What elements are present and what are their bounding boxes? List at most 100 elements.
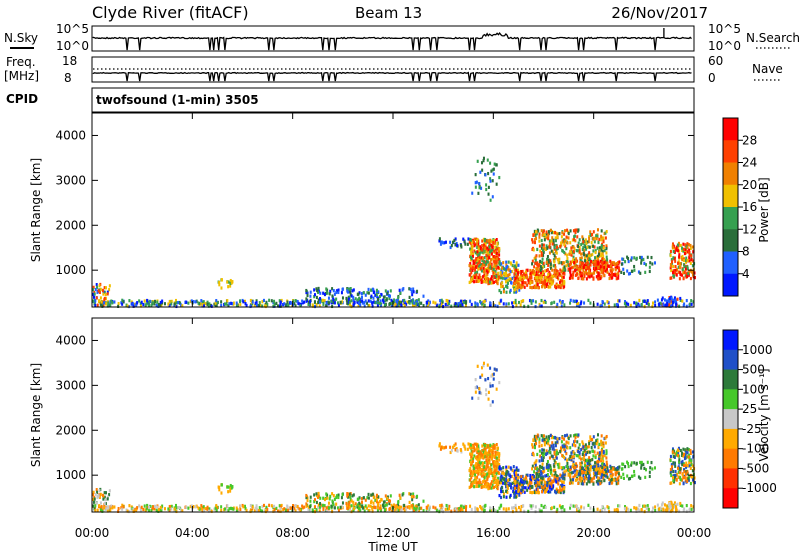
power-cell [538,254,541,258]
power-cell [523,285,526,289]
power-cell [675,245,678,249]
velocity-cell [564,457,567,461]
velocity-cell [548,444,551,448]
velocity-cell [505,495,508,499]
velocity-cell [542,486,545,490]
velocity-cell [305,504,308,508]
velocity-cell [475,484,478,489]
velocity-cell [496,482,499,486]
velocity-cell [261,509,264,513]
power-cell [412,290,415,294]
power-cell [593,260,596,264]
velocity-cell [573,504,576,509]
power-cell [546,246,549,250]
velocity-cell [595,467,598,471]
power-cell [553,268,556,273]
velocity-cell [608,509,611,514]
velocity-cell [309,495,312,499]
velocity-cell [500,467,503,471]
velocity-cell [566,446,569,450]
velocity-cell [282,507,285,512]
velocity-cell [373,505,376,509]
power-cell [549,279,552,283]
velocity-cell [599,464,602,469]
velocity-cell [173,507,176,511]
power-cell [592,249,595,253]
velocity-cell [492,472,495,476]
velocity-cell [218,485,221,490]
velocity-cell [541,490,544,494]
power-cell [648,269,651,274]
velocity-cell [259,508,262,513]
velocity-cell [363,509,366,513]
power-cell [411,301,414,305]
power-cell [550,239,553,243]
velocity-cell [515,483,518,488]
power-cell [533,231,536,236]
velocity-cell [524,475,527,479]
power-cell [579,302,582,306]
velocity-cell [560,509,563,513]
power-cell [517,284,520,288]
velocity-cell [475,462,478,466]
velocity-cell [638,503,641,508]
power-cell [549,228,552,232]
velocity-cell [460,504,463,508]
velocity-cell [323,504,326,508]
power-cell [541,248,544,252]
freq-tick-bottom: 8 [64,71,72,85]
power-cell [340,291,343,295]
power-cell [569,249,572,254]
power-cell [244,302,247,306]
velocity-cell [605,452,608,456]
velocity-cell [611,466,614,470]
velocity-cell [604,468,607,472]
velocity-cell [412,508,415,512]
power-cell [609,259,612,263]
power-cell [258,301,261,305]
velocity-cell [498,493,501,498]
velocity-cell [107,506,110,510]
power-cell [556,275,559,279]
velocity-cell [604,441,607,445]
velocity-cell [337,508,340,512]
velocity-cell [616,468,619,473]
velocity-cell [572,450,575,454]
velocity-cell [595,480,598,484]
velocity-cell [682,447,685,451]
velocity-cell [545,465,548,469]
power-cell [570,252,573,257]
velocity-cell [609,468,612,473]
power-cell [647,302,650,307]
power-cell [598,266,601,270]
power-cell [575,272,578,277]
velocity-cell [448,504,451,509]
power-cell [472,252,475,256]
power-cell [335,289,338,293]
power-cell [599,264,602,268]
power-cell [581,277,584,281]
power-cell [335,297,338,301]
power-cell [482,156,485,160]
velocity-cell [671,447,674,451]
velocity-cell [569,465,572,469]
power-cell [143,299,146,303]
power-cell [579,258,582,263]
velocity-cell [549,471,552,475]
power-cell [622,257,625,261]
power-cell [512,260,515,264]
power-cell [519,275,522,279]
power-cell [105,286,108,290]
velocity-cell [617,504,620,508]
power-cell [475,257,478,261]
velocity-cell [597,467,600,471]
power-cell [106,292,109,296]
power-cell [498,175,501,180]
power-cell [610,272,613,277]
velocity-cell [305,495,308,500]
power-cell [366,291,369,295]
velocity-cell [617,472,620,476]
power-cell [515,285,518,289]
velocity-cell [494,462,497,466]
power-cell [484,173,487,177]
